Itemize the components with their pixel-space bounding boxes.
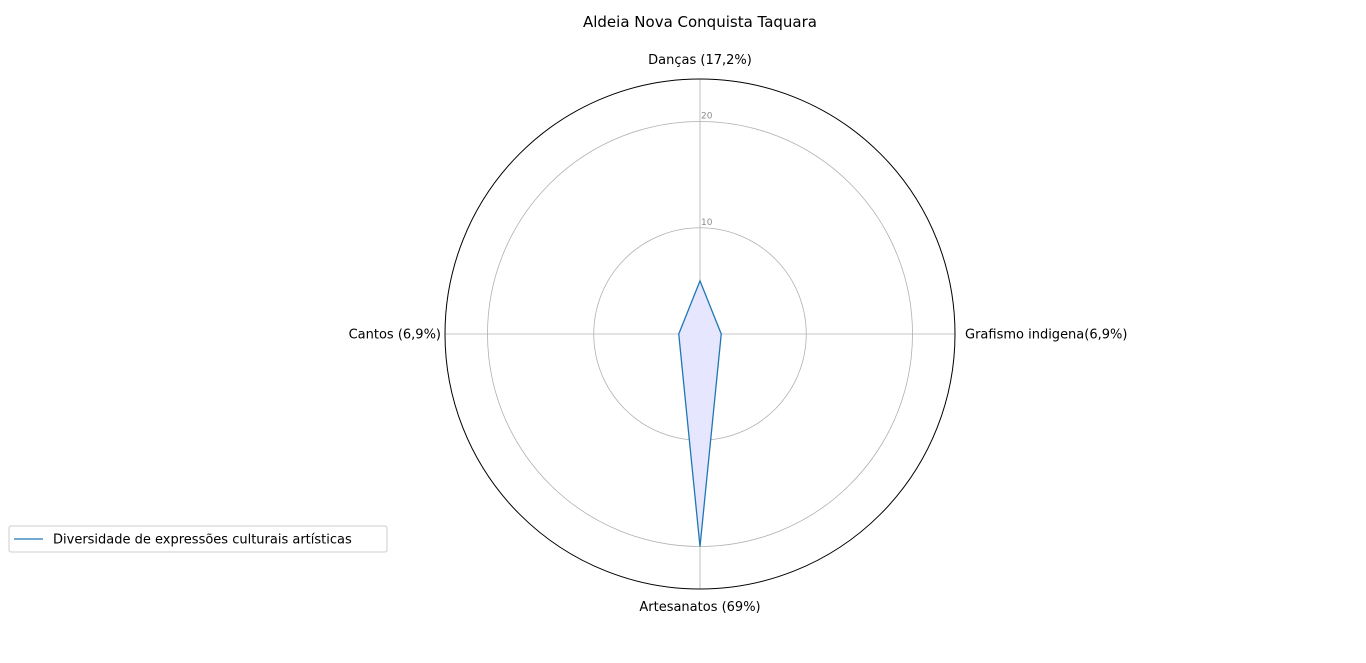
r-tick-label: 20 <box>701 112 713 122</box>
radar-series-layer <box>678 279 722 547</box>
category-label: Artesanatos (69%) <box>639 600 760 615</box>
radar-axis-labels: Danças (17,2%) Grafismo indigena(6,9%) Art… <box>349 53 1128 615</box>
category-label: Grafismo indigena(6,9%) <box>965 328 1127 343</box>
legend-frame <box>8 525 388 553</box>
r-tick-label: 10 <box>701 218 713 228</box>
legend: Diversidade de expressões culturais artí… <box>8 525 388 553</box>
series-line <box>678 279 722 547</box>
outer-frame <box>444 78 956 590</box>
series-area <box>678 280 722 547</box>
category-label: Danças (17,2%) <box>648 53 752 68</box>
category-label: Cantos (6,9%) <box>349 328 441 343</box>
chart-title: Aldeia Nova Conquista Taquara <box>583 13 817 31</box>
legend-label: Diversidade de expressões culturais artí… <box>53 533 352 548</box>
